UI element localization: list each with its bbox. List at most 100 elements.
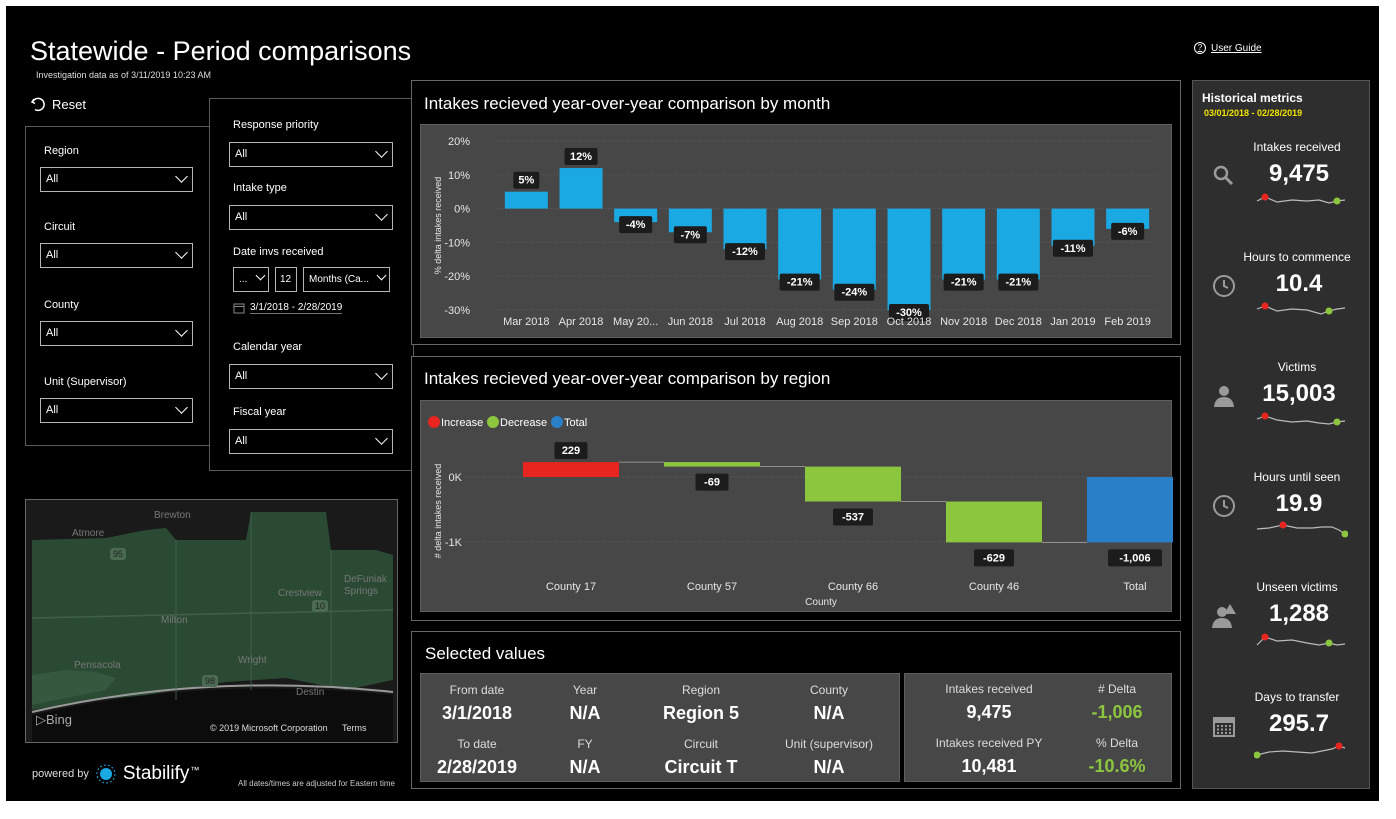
chevron-down-icon xyxy=(375,145,388,158)
selected-value-label: Circuit xyxy=(683,737,718,751)
selected-value: 3/1/2018 xyxy=(441,703,513,723)
date-range-picker[interactable]: 3/1/2018 - 2/28/2019 xyxy=(233,302,343,314)
data-label: -537 xyxy=(842,512,864,524)
fiscal-year-select[interactable]: All xyxy=(229,429,393,454)
y-tick-label: 0% xyxy=(454,204,470,216)
reset-button[interactable]: Reset xyxy=(30,96,86,112)
intake-type-value: All xyxy=(235,211,248,223)
y-tick-label: -1K xyxy=(445,537,463,549)
month-bar[interactable] xyxy=(887,208,931,310)
filter-select[interactable]: All xyxy=(40,243,193,268)
sparkline-max-point xyxy=(1335,742,1343,750)
intake-type-select[interactable]: All xyxy=(229,205,393,230)
data-label: -12% xyxy=(732,246,758,258)
map-copyright: © 2019 Microsoft Corporation xyxy=(210,723,328,733)
historical-metric-value: 10.4 xyxy=(1275,270,1323,297)
x-tick-label: Feb 2019 xyxy=(1104,316,1150,328)
date-range-value: 3/1/2018 - 2/28/2019 xyxy=(250,302,343,314)
calendar-icon xyxy=(1213,717,1235,737)
calendar-icon xyxy=(233,303,245,314)
metric-value: 10,481 xyxy=(961,756,1017,776)
selected-value: Circuit T xyxy=(664,757,738,777)
date-count-input[interactable]: 12 xyxy=(275,267,297,292)
month-bar[interactable] xyxy=(504,191,548,209)
data-label-bg xyxy=(554,442,588,460)
chevron-down-icon xyxy=(375,432,388,445)
selected-values-right xyxy=(904,673,1172,782)
y-tick-label: -30% xyxy=(444,305,470,317)
map-panel[interactable]: Brewton Atmore Crestview DeFuniak Spring… xyxy=(25,499,398,743)
sparkline-min-point xyxy=(1341,530,1348,538)
month-bar[interactable] xyxy=(996,208,1040,280)
metric-value: -1,006 xyxy=(1091,702,1143,722)
month-bar[interactable] xyxy=(942,208,986,280)
historical-metric-value: 9,475 xyxy=(1268,160,1330,187)
filter-select[interactable]: All xyxy=(40,167,193,192)
map-terms-link[interactable]: Terms xyxy=(342,723,367,733)
metric-label: % Delta xyxy=(1095,736,1139,750)
person-alert-icon xyxy=(1212,604,1236,628)
sparkline-min-point xyxy=(1333,418,1341,426)
date-count-value: 12 xyxy=(280,274,292,285)
data-label: -30% xyxy=(896,307,922,319)
response-priority-label: Response priority xyxy=(233,119,319,131)
response-priority-value: All xyxy=(235,148,248,160)
month-bar[interactable] xyxy=(723,208,767,250)
waterfall-bar[interactable] xyxy=(523,462,619,477)
reset-icon xyxy=(30,97,45,112)
filter-label: Unit (Supervisor) xyxy=(44,376,127,388)
historical-metric-label: Unseen victims xyxy=(1256,580,1338,594)
month-bar[interactable] xyxy=(1051,208,1095,246)
waterfall-bar[interactable] xyxy=(664,462,760,467)
user-guide-link[interactable]: ? User Guide xyxy=(1194,42,1262,54)
person-icon xyxy=(1214,386,1234,407)
map-label: Atmore xyxy=(72,528,105,539)
chevron-down-icon xyxy=(175,401,188,414)
x-tick-label: Apr 2018 xyxy=(559,316,604,328)
data-label-bg xyxy=(1111,222,1145,240)
region-chart-svg: 0K -1K# delta intakes received Increase Dec… xyxy=(428,416,1183,608)
chevron-down-icon xyxy=(375,208,388,221)
filter-select[interactable]: All xyxy=(40,321,193,346)
route-shield: 98 xyxy=(202,675,219,687)
data-label-bg xyxy=(833,508,873,526)
filter-select[interactable]: All xyxy=(40,398,193,423)
bing-logo: ▷Bing xyxy=(36,712,73,727)
month-bar[interactable] xyxy=(778,208,822,280)
data-label: -21% xyxy=(951,277,977,289)
x-tick-label: Dec 2018 xyxy=(995,316,1042,328)
y-tick-label: -10% xyxy=(444,237,470,249)
month-bar[interactable] xyxy=(832,208,876,290)
map-label: Pensacola xyxy=(74,660,121,671)
selected-value: Region 5 xyxy=(662,703,739,723)
date-mode-select[interactable]: ... xyxy=(233,267,269,292)
historical-metric-label: Victims xyxy=(1277,360,1317,374)
powered-by: powered by Stabilify ™ xyxy=(32,763,199,785)
month-bar[interactable] xyxy=(559,168,603,209)
y-tick-label: -20% xyxy=(444,271,470,283)
waterfall-bar[interactable] xyxy=(805,466,901,502)
filter-label: Circuit xyxy=(44,221,76,233)
clock-icon xyxy=(1213,495,1235,517)
selected-value: N/A xyxy=(813,757,845,777)
sparkline-max-point xyxy=(1261,633,1269,641)
response-priority-select[interactable]: All xyxy=(229,142,393,167)
historical-metrics-panel xyxy=(1192,80,1370,789)
selected-value-label: County xyxy=(809,683,849,697)
x-axis-label: County xyxy=(805,597,837,608)
waterfall-bar[interactable] xyxy=(1087,477,1183,543)
month-chart-title: Intakes recieved year-over-year comparis… xyxy=(424,94,831,113)
sparkline-max-point xyxy=(1261,193,1269,201)
waterfall-bar[interactable] xyxy=(946,501,1042,543)
date-unit-select[interactable]: Months (Ca... xyxy=(303,267,390,292)
map-canvas xyxy=(26,500,397,742)
metric-value: -10.6% xyxy=(1088,756,1146,776)
data-label: 12% xyxy=(570,151,592,163)
data-label: -6% xyxy=(1118,226,1138,238)
y-axis-label: # delta intakes received xyxy=(433,464,443,559)
data-label-bg xyxy=(619,216,653,234)
x-tick-label: County 17 xyxy=(546,581,596,593)
historical-metric-value: 295.7 xyxy=(1268,710,1330,737)
brand-name: Stabilify xyxy=(122,763,190,784)
calendar-year-select[interactable]: All xyxy=(229,364,393,389)
